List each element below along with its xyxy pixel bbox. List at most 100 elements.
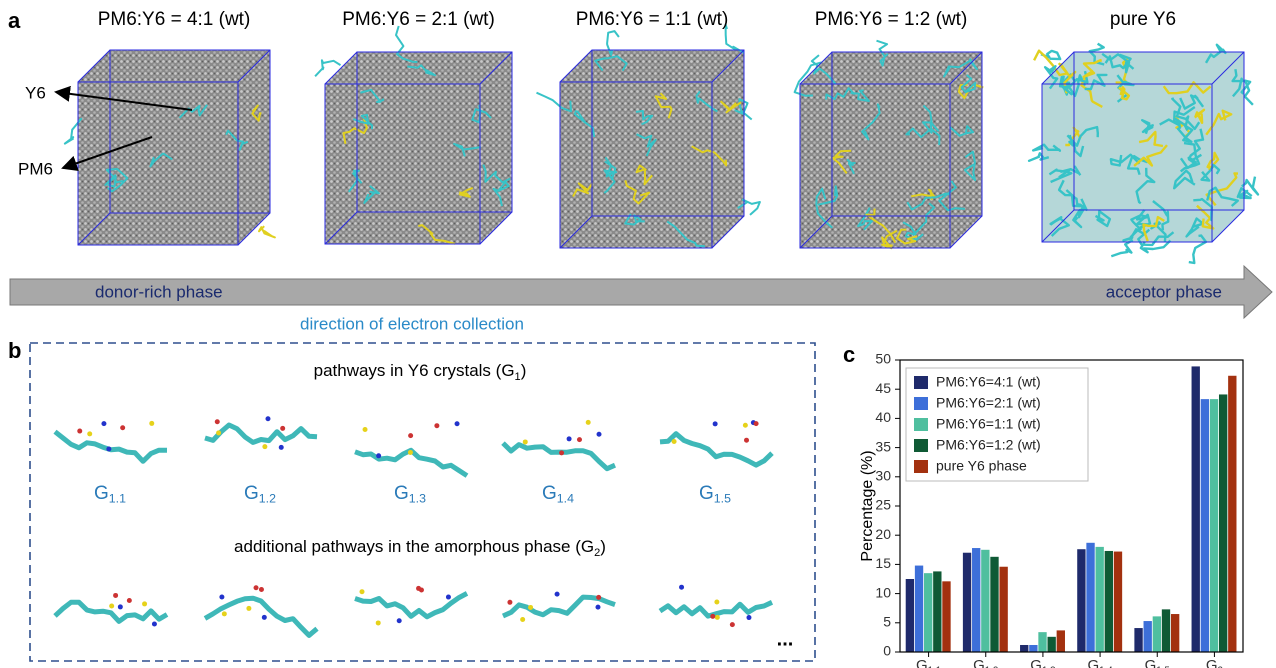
molecule-strand (572, 182, 594, 197)
molecule-strand (943, 58, 978, 78)
bar (905, 579, 915, 652)
molecule-backbone (53, 429, 168, 464)
molecule-atom (585, 419, 591, 425)
pointer-arrow (54, 85, 193, 111)
box-edge (1041, 83, 1213, 243)
molecule-strand (1104, 53, 1132, 70)
molecule-strand (1094, 210, 1112, 228)
molecule-strand (594, 55, 628, 72)
pointer-arrow (61, 136, 153, 171)
bar (933, 571, 942, 652)
molecule-atom (362, 427, 368, 433)
pathway-label: G1.1 (94, 483, 126, 506)
pathway-molecule (659, 420, 774, 468)
molecule-strand (624, 213, 645, 226)
molecule-strand (606, 30, 620, 56)
molecule-strand (938, 180, 965, 212)
molecule-strand (817, 185, 839, 206)
legend-label: PM6:Y6=1:2 (wt) (936, 437, 1041, 453)
molecule-strand (831, 149, 852, 174)
box-volume (78, 50, 270, 245)
y-tick-label: 20 (875, 526, 891, 542)
y-tick-label: 15 (875, 555, 891, 571)
simulation-box (63, 49, 276, 246)
box-volume (325, 52, 512, 244)
bar (1086, 542, 1095, 652)
box-edge (559, 81, 713, 249)
molecule-strand (1152, 200, 1170, 231)
bar (1228, 375, 1237, 652)
molecule-strand (1032, 143, 1062, 152)
box-edge (356, 51, 513, 213)
molecule-strand (963, 150, 977, 182)
molecule-strand (258, 225, 276, 239)
molecule-atom (522, 439, 528, 445)
molecule-atom (359, 589, 365, 595)
molecule-strand (1200, 163, 1221, 182)
bar (1209, 399, 1219, 652)
molecule-strand (1179, 153, 1203, 170)
molecule-strand (1179, 141, 1201, 173)
molecule-strand (1133, 144, 1168, 167)
box-edge (324, 83, 481, 245)
bar (1038, 632, 1047, 652)
molecule-strand (407, 64, 437, 77)
bar (1077, 549, 1086, 652)
molecule-atom (434, 423, 440, 429)
bar (1143, 621, 1152, 652)
molecule-strand (1188, 234, 1208, 265)
y-tick-label: 40 (875, 409, 891, 425)
molecule-atom (742, 422, 748, 428)
molecule-strand (342, 118, 368, 144)
bar (1161, 609, 1171, 652)
molecule-atom (520, 617, 526, 623)
molecule-strand (1101, 52, 1135, 74)
molecule-backbone (658, 600, 774, 619)
bar (1056, 630, 1065, 652)
molecule-strand (1240, 79, 1254, 106)
pathway-label: G1.4 (542, 483, 574, 506)
text-segment: 1 (515, 371, 521, 383)
pathway-label: G1.2 (244, 483, 276, 506)
molecule-atom (117, 604, 123, 610)
legend-swatch (914, 460, 928, 473)
molecule-strand (1241, 176, 1260, 196)
molecule-strand (1205, 109, 1233, 136)
molecule-strand (906, 192, 951, 211)
molecule-strand (492, 181, 510, 207)
arrow-caption: direction of electron collection (300, 314, 524, 333)
molecule-strand (314, 59, 342, 77)
pathway-label: G1.3 (394, 483, 426, 506)
legend-swatch (914, 418, 928, 431)
y-tick-label: 45 (875, 380, 891, 396)
bar (1104, 550, 1114, 652)
bar (1134, 628, 1143, 652)
bar (981, 549, 990, 652)
molecule-strand (1058, 75, 1073, 96)
molecule-strand (63, 117, 83, 145)
molecule-strand (1059, 63, 1077, 94)
molecule-atom (258, 586, 264, 592)
molecule-strand (1082, 58, 1102, 79)
legend-label: PM6:Y6=2:1 (wt) (936, 395, 1041, 411)
molecule-atom (376, 453, 382, 459)
legend-label: PM6:Y6=1:1 (wt) (936, 416, 1041, 432)
molecule-atom (559, 450, 565, 456)
molecule-strand (1142, 215, 1165, 242)
molecule-backbone (501, 441, 617, 472)
molecule-strand (695, 90, 718, 113)
box-edge (77, 49, 271, 246)
molecule-strand (1138, 130, 1164, 148)
legend-swatch (914, 376, 928, 389)
box-title: pure Y6 (1110, 9, 1176, 30)
bar (1029, 644, 1038, 652)
molecule-strand (1110, 239, 1134, 258)
legend-box (905, 367, 1089, 482)
box-edge (1073, 51, 1245, 211)
bar (1113, 551, 1123, 652)
molecule-atom (596, 594, 602, 600)
molecule-strand (1141, 119, 1155, 135)
box-edge (324, 51, 513, 245)
molecule-atom (375, 620, 381, 626)
molecule-strand (1040, 49, 1062, 61)
